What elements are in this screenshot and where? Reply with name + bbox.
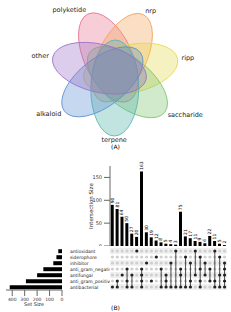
svg-text:terpene: terpene	[101, 136, 126, 144]
svg-text:antioxidant: antioxidant	[70, 249, 96, 254]
svg-text:0: 0	[61, 297, 64, 302]
svg-text:5: 5	[217, 239, 222, 243]
svg-text:50: 50	[96, 220, 102, 226]
svg-text:alkaloid: alkaloid	[36, 110, 61, 118]
svg-text:6: 6	[202, 239, 207, 242]
svg-text:12: 12	[153, 233, 159, 239]
svg-text:90: 90	[109, 197, 115, 204]
svg-text:64: 64	[119, 209, 124, 215]
svg-text:21: 21	[182, 229, 188, 235]
svg-text:200: 200	[32, 297, 42, 303]
svg-text:400: 400	[8, 297, 17, 302]
svg-text:4: 4	[168, 239, 174, 243]
svg-text:saccharide: saccharide	[168, 111, 203, 119]
svg-text:81: 81	[115, 202, 120, 208]
svg-text:0: 0	[99, 243, 102, 246]
svg-text:27: 27	[129, 226, 135, 233]
html-text:(B): (B)	[111, 304, 120, 311]
svg-text:17: 17	[187, 231, 193, 237]
svg-text:300: 300	[20, 297, 29, 303]
svg-text:3: 3	[173, 240, 178, 243]
svg-text:2: 2	[222, 241, 223, 244]
svg-text:75: 75	[178, 204, 183, 210]
svg-text:antifungal: antifungal	[70, 273, 93, 278]
svg-text:5: 5	[163, 239, 169, 243]
svg-text:inhibitor: inhibitor	[70, 261, 89, 266]
html-text:(A): (A)	[111, 143, 120, 150]
svg-text:11: 11	[212, 234, 217, 240]
svg-text:150: 150	[92, 174, 102, 180]
svg-text:ripp: ripp	[181, 54, 194, 62]
svg-text:19: 19	[148, 230, 154, 236]
svg-text:other: other	[32, 52, 50, 60]
svg-text:20: 20	[134, 229, 139, 235]
svg-text:100: 100	[92, 197, 102, 204]
svg-text:siderophore: siderophore	[70, 255, 97, 260]
svg-text:nrp: nrp	[145, 7, 156, 15]
svg-text:100: 100	[45, 297, 54, 302]
svg-text:polyketide: polyketide	[52, 6, 86, 14]
svg-text:163: 163	[139, 161, 144, 170]
svg-text:9: 9	[197, 237, 203, 241]
svg-text:antibacterial: antibacterial	[70, 285, 98, 290]
svg-text:22: 22	[207, 229, 212, 235]
svg-text:Intersection Size: Intersection Size	[88, 183, 94, 229]
svg-text:11: 11	[192, 233, 198, 240]
svg-text:8: 8	[158, 238, 164, 241]
svg-text:Set Size: Set Size	[24, 301, 44, 306]
svg-text:30: 30	[144, 225, 149, 231]
svg-text:50: 50	[124, 216, 129, 222]
